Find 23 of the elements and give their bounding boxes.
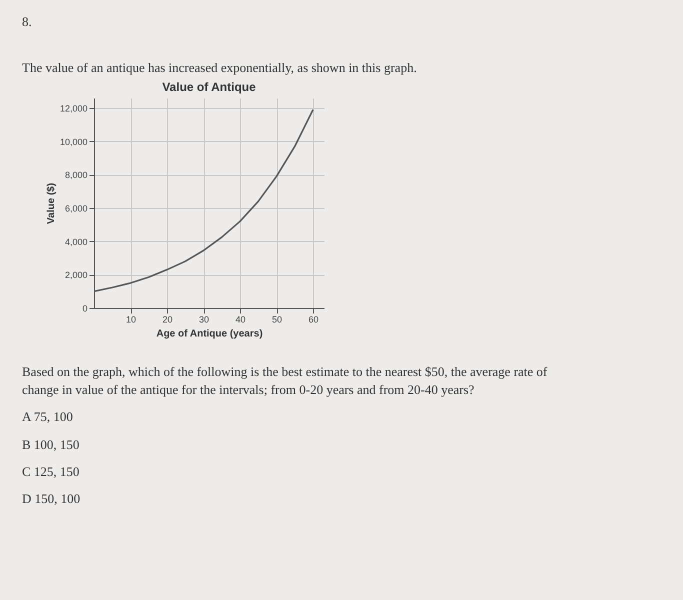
y-tick-label: 12,000: [60, 104, 88, 114]
text: A 75, 100: [22, 408, 74, 426]
x-tick-label: 10: [126, 314, 136, 324]
chart-title: Value of Antique: [162, 80, 256, 94]
y-tick-label: 2,000: [64, 270, 88, 280]
text: C 125, 150: [22, 462, 80, 481]
x-tick-label: 40: [236, 314, 246, 324]
y-tick-label: 0: [82, 304, 88, 314]
y-tick-label: 4,000: [64, 236, 88, 247]
text: The value of an antique has increased exponentially, as shown in this graph.: [22, 60, 418, 76]
text: 8.: [22, 14, 33, 30]
x-tick-label: 30: [199, 314, 210, 324]
y-tick-label: 6,000: [64, 204, 88, 214]
text: D 150, 100: [22, 490, 82, 508]
x-tick-label: 60: [308, 314, 319, 324]
x-tick-label: 50: [272, 314, 282, 324]
y-axis-title: Value ($): [46, 182, 57, 224]
y-tick-label: 10,000: [60, 136, 88, 147]
text: B 100, 150: [22, 436, 80, 454]
text: Based on the graph, which of the following is the best estimate to the nearest $50, the average rate of change in value of the antique for the intervals; from 0-20 years and from 20-40 years?: [22, 363, 548, 400]
x-axis-title: Age of Antique (years): [156, 328, 263, 340]
x-tick-label: 20: [162, 314, 173, 324]
y-tick-label: 8,000: [64, 170, 88, 180]
